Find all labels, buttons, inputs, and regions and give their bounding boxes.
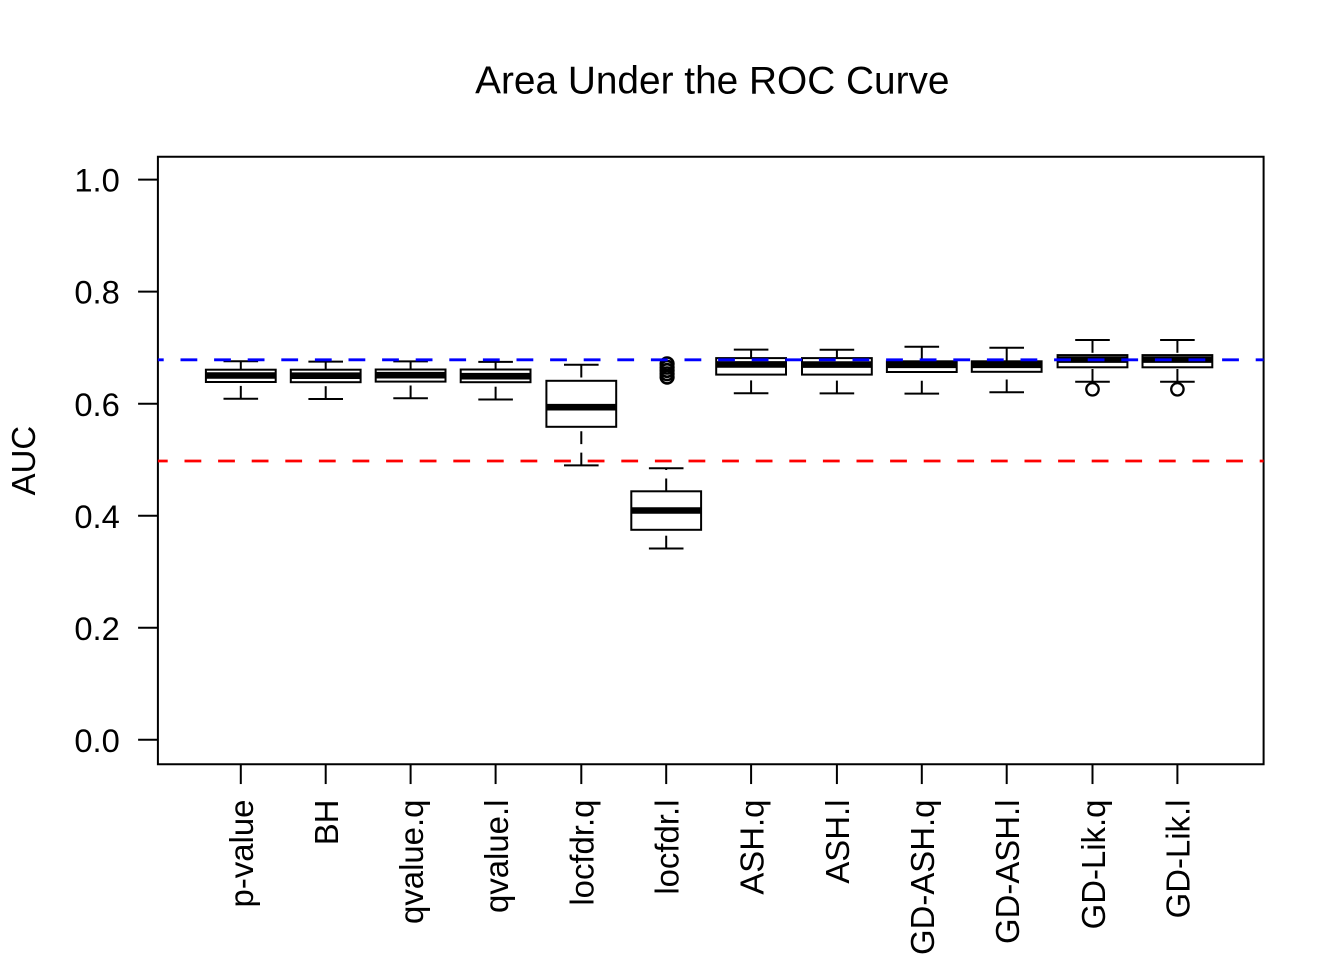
svg-text:AUC: AUC bbox=[5, 426, 42, 495]
svg-text:qvalue.l: qvalue.l bbox=[478, 800, 515, 913]
svg-text:GD-ASH.q: GD-ASH.q bbox=[904, 800, 941, 955]
svg-text:0.4: 0.4 bbox=[74, 498, 119, 535]
svg-text:ASH.q: ASH.q bbox=[733, 800, 770, 895]
svg-text:ASH.l: ASH.l bbox=[819, 800, 856, 884]
svg-text:locfdr.q: locfdr.q bbox=[564, 800, 601, 906]
svg-text:locfdr.l: locfdr.l bbox=[649, 800, 686, 895]
svg-text:GD-ASH.l: GD-ASH.l bbox=[989, 800, 1026, 944]
svg-text:0.8: 0.8 bbox=[74, 274, 119, 311]
svg-text:Area Under the ROC Curve: Area Under the ROC Curve bbox=[475, 60, 949, 103]
svg-text:1.0: 1.0 bbox=[74, 162, 119, 199]
svg-text:0.0: 0.0 bbox=[74, 722, 119, 759]
svg-text:0.2: 0.2 bbox=[74, 610, 119, 647]
svg-text:BH: BH bbox=[308, 800, 345, 846]
svg-text:0.6: 0.6 bbox=[74, 386, 119, 423]
svg-text:GD-Lik.q: GD-Lik.q bbox=[1075, 800, 1112, 930]
svg-text:GD-Lik.l: GD-Lik.l bbox=[1160, 800, 1197, 919]
svg-text:p-value: p-value bbox=[223, 800, 260, 908]
svg-text:qvalue.q: qvalue.q bbox=[393, 800, 430, 924]
